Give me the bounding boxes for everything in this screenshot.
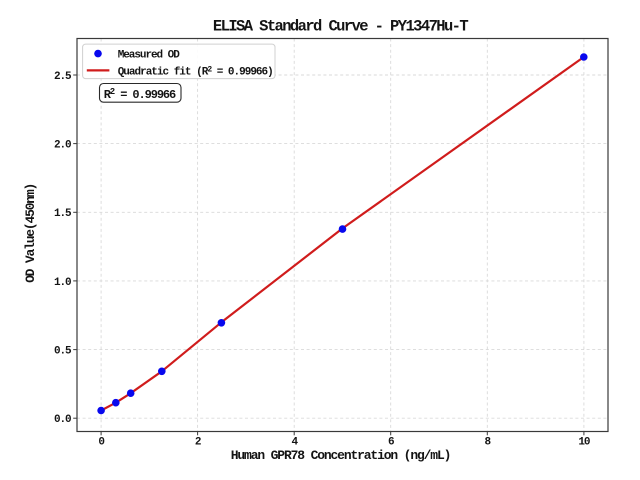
svg-text:1.0: 1.0 [54, 277, 71, 289]
svg-text:R2 = 0.99966: R2 = 0.99966 [104, 87, 176, 102]
svg-text:Measured OD: Measured OD [118, 50, 181, 62]
svg-text:Human GPR78 Concentration (ng/: Human GPR78 Concentration (ng/mL) [231, 448, 451, 463]
svg-text:Quadratic fit (R2 = 0.99966): Quadratic fit (R2 = 0.99966) [118, 65, 273, 78]
svg-text:ELISA Standard Curve - PY1347H: ELISA Standard Curve - PY1347Hu-T [213, 18, 468, 36]
svg-text:6: 6 [388, 437, 394, 449]
svg-text:0.0: 0.0 [54, 414, 71, 426]
svg-text:1.5: 1.5 [54, 208, 72, 220]
svg-text:2: 2 [195, 437, 201, 449]
svg-text:8: 8 [485, 437, 492, 449]
svg-text:4: 4 [291, 437, 298, 449]
svg-text:10: 10 [578, 437, 590, 449]
svg-text:2.0: 2.0 [54, 140, 71, 152]
svg-text:0: 0 [98, 437, 104, 449]
svg-text:2.5: 2.5 [54, 71, 72, 83]
svg-text:OD Value(450nm): OD Value(450nm) [23, 184, 38, 283]
svg-text:0.5: 0.5 [54, 346, 72, 358]
